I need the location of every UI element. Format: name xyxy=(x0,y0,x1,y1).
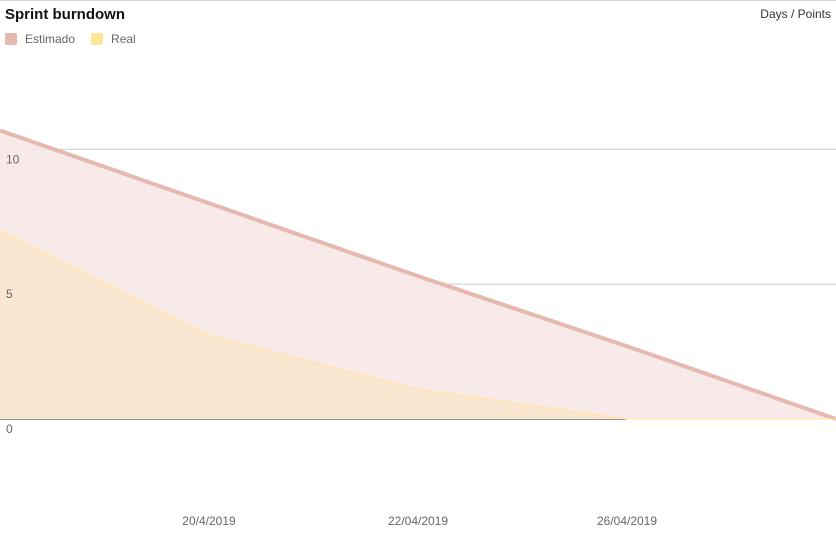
x-tick-label: 26/04/2019 xyxy=(597,514,657,528)
legend-item-estimado[interactable]: Estimado xyxy=(5,32,75,46)
area-real xyxy=(0,230,836,420)
y-tick-label-0: 0 xyxy=(6,422,13,436)
legend-item-real[interactable]: Real xyxy=(91,32,136,46)
legend-swatch-real xyxy=(91,33,104,45)
chart-title: Sprint burndown xyxy=(5,6,125,23)
axis-units-caption: Days / Points xyxy=(760,7,831,21)
legend-label-real: Real xyxy=(111,32,136,46)
series-line-estimado xyxy=(0,128,836,421)
y-tick-label-10: 10 xyxy=(6,152,20,166)
chart-legend: Estimado Real xyxy=(5,32,152,46)
series-line-real xyxy=(0,229,836,420)
x-tick-label: 22/04/2019 xyxy=(388,514,448,528)
x-tick-label: 20/4/2019 xyxy=(182,514,236,528)
legend-label-estimado: Estimado xyxy=(25,32,76,46)
y-tick-label-5: 5 xyxy=(6,287,13,301)
legend-swatch-estimado xyxy=(5,33,17,45)
